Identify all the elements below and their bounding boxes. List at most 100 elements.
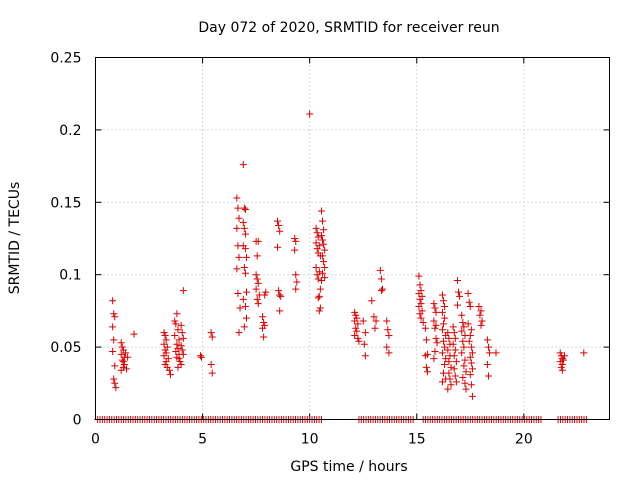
x-tick-label: 15 [408, 432, 426, 448]
data-point [292, 285, 300, 293]
data-point [198, 353, 206, 361]
data-point [465, 337, 473, 345]
data-point [438, 291, 446, 299]
data-point [460, 323, 468, 331]
data-point [277, 292, 285, 300]
data-point [252, 271, 260, 279]
data-point [313, 229, 321, 237]
data-point [174, 363, 182, 371]
data-point [313, 245, 321, 253]
data-point [468, 349, 476, 357]
data-point [477, 307, 485, 315]
data-point [440, 297, 448, 305]
data-point [447, 363, 455, 371]
data-point [421, 352, 429, 360]
data-point [438, 308, 446, 316]
data-point [274, 217, 282, 225]
data-point [259, 313, 267, 321]
data-point [111, 379, 119, 387]
data-point [377, 287, 385, 295]
data-point [458, 311, 466, 319]
data-point [162, 336, 170, 344]
data-point [235, 329, 243, 337]
data-point [451, 346, 459, 354]
data-point [461, 356, 469, 364]
data-point [179, 287, 187, 295]
data-point [260, 333, 268, 341]
data-point [236, 304, 244, 312]
data-point [438, 349, 446, 357]
data-point [452, 378, 460, 386]
y-axis-label: SRMTID / TECUs [7, 182, 23, 295]
data-point [461, 379, 469, 387]
data-point [446, 375, 454, 383]
data-point [233, 224, 241, 232]
data-point [242, 288, 250, 296]
data-point [110, 375, 118, 383]
data-point [161, 346, 169, 354]
data-point [359, 317, 367, 325]
data-point [384, 326, 392, 334]
data-point [492, 349, 500, 357]
data-point [383, 317, 391, 325]
data-point [466, 353, 474, 361]
x-tick-label: 0 [91, 432, 100, 448]
y-tick-label: 0.1 [59, 268, 81, 284]
data-point [276, 307, 284, 315]
data-point [372, 317, 380, 325]
data-point [449, 340, 457, 348]
x-tick-label: 5 [198, 432, 207, 448]
data-point [468, 365, 476, 373]
data-point [319, 236, 327, 244]
data-point [440, 320, 448, 328]
data-point [178, 346, 186, 354]
data-point [235, 214, 243, 222]
data-point [176, 358, 184, 366]
data-point [118, 356, 126, 364]
data-point [179, 350, 187, 358]
data-point [354, 320, 362, 328]
data-point [291, 246, 299, 254]
data-point [423, 368, 431, 376]
data-point [317, 232, 325, 240]
data-point [559, 356, 567, 364]
data-point [450, 365, 458, 373]
data-point [453, 301, 461, 309]
data-point [160, 352, 168, 360]
grid [95, 57, 610, 420]
data-point [240, 263, 248, 271]
data-point [352, 324, 360, 332]
data-point [444, 329, 452, 337]
chart-title: Day 072 of 2020, SRMTID for receiver reu… [198, 20, 499, 36]
data-point [486, 349, 494, 357]
data-point [110, 310, 118, 318]
data-point [483, 360, 491, 368]
data-point [233, 265, 241, 273]
data-point [450, 329, 458, 337]
data-point [483, 336, 491, 344]
data-point [458, 327, 466, 335]
data-point [160, 329, 168, 337]
data-point [415, 290, 423, 298]
x-tick-label: 20 [515, 432, 533, 448]
data-point [118, 343, 126, 351]
data-point [452, 358, 460, 366]
data-point [196, 352, 204, 360]
data-point [240, 204, 248, 212]
data-point [464, 290, 472, 298]
data-point [319, 252, 327, 260]
data-point [445, 369, 453, 377]
data-point [580, 349, 588, 357]
data-point [317, 207, 325, 215]
data-point [441, 360, 449, 368]
data-point [291, 235, 299, 242]
data-point [162, 358, 170, 366]
data-point [130, 330, 138, 338]
data-point [378, 285, 386, 293]
data-point [177, 360, 185, 368]
data-point [320, 226, 328, 234]
data-point [361, 329, 369, 337]
data-point [376, 266, 384, 274]
data-point [445, 334, 453, 342]
